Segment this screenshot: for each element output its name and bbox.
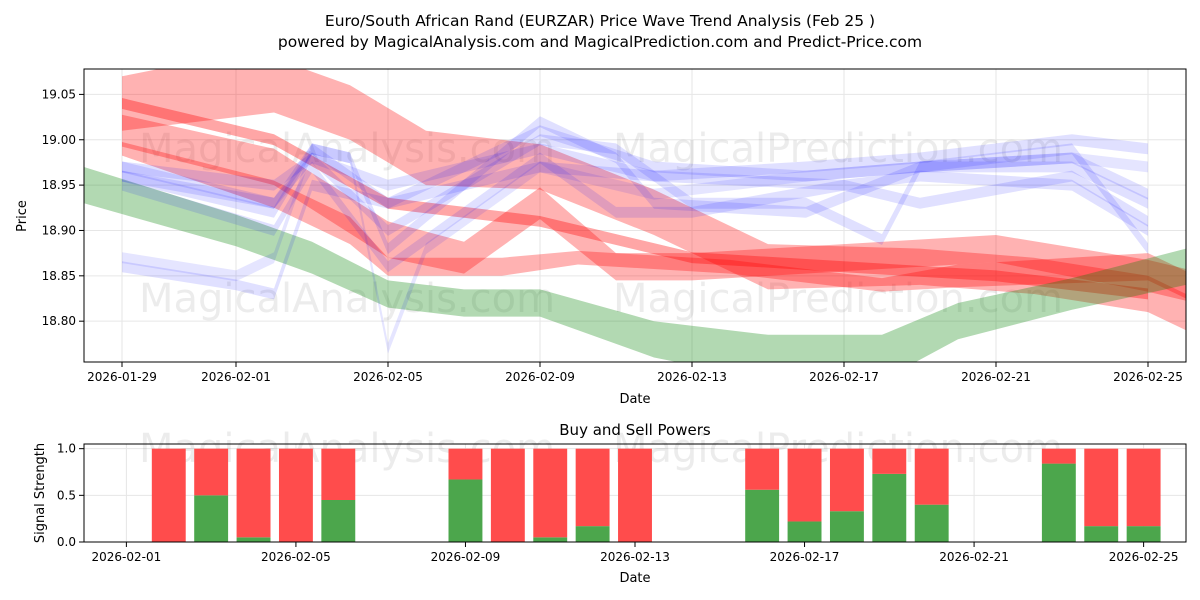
buy-bar: [787, 521, 822, 542]
signal-x-tick-label: 2026-02-01: [92, 550, 162, 564]
price-wave-band-4: [122, 142, 1186, 299]
price-y-tick-label: 18.95: [42, 178, 76, 192]
signal-y-axis-label: Signal Strength: [33, 443, 48, 543]
price-wave-band-3: [122, 69, 1186, 331]
price-y-tick-label: 19.05: [42, 87, 76, 101]
sell-bar: [1041, 448, 1076, 464]
signal-chart-panel: Buy and Sell Powers MagicalAnalysis.com …: [33, 421, 1187, 586]
price-y-tick-label: 18.90: [42, 223, 76, 237]
signal-x-tick-label: 2026-02-05: [261, 550, 331, 564]
price-chart-panel: MagicalAnalysis.com MagicalPrediction.co…: [15, 68, 1187, 407]
sell-bar: [1084, 448, 1119, 527]
price-x-tick-label: 2026-02-21: [961, 370, 1031, 384]
sell-bar: [278, 448, 313, 542]
sell-bar: [1126, 448, 1161, 527]
buy-bar: [194, 495, 229, 542]
watermark-analysis-bottom: MagicalAnalysis.com: [139, 276, 555, 322]
buy-bar: [914, 504, 949, 542]
signal-y-tick-label: 1.0: [57, 442, 76, 456]
price-x-tick-label: 2026-02-13: [657, 370, 727, 384]
sell-bar: [321, 448, 356, 500]
watermark-analysis-top: MagicalAnalysis.com: [139, 126, 555, 172]
signal-y-ticks: 0.0 0.5 1.0: [57, 442, 84, 549]
price-x-tick-label: 2026-02-17: [809, 370, 879, 384]
buy-bar: [236, 537, 271, 542]
sell-bar: [490, 448, 525, 542]
signal-chart-title: Buy and Sell Powers: [559, 421, 711, 439]
price-wave-band-12: [122, 134, 1148, 300]
price-x-axis-label: Date: [619, 392, 650, 407]
sell-bar: [575, 448, 610, 527]
buy-bar: [1126, 526, 1161, 542]
buy-bar: [872, 473, 907, 542]
price-wave-band-8: [122, 116, 1148, 255]
signal-y-tick-label: 0.0: [57, 535, 76, 549]
watermark-prediction-top: MagicalPrediction.com: [613, 126, 1063, 172]
price-wave-series: [84, 69, 1186, 362]
buy-bar: [829, 511, 864, 542]
price-x-tick-label: 2026-02-05: [353, 370, 423, 384]
sell-bar: [914, 448, 949, 505]
price-wave-band-7: [122, 134, 1148, 245]
signal-y-tick-label: 0.5: [57, 488, 76, 502]
price-y-axis-label: Price: [15, 200, 30, 232]
price-wave-band-6: [122, 125, 1148, 209]
signal-bars: [151, 448, 1161, 542]
buy-bar: [575, 526, 610, 542]
signal-x-tick-label: 2026-02-09: [431, 550, 501, 564]
price-y-tick-label: 19.00: [42, 133, 76, 147]
price-x-tick-label: 2026-02-09: [505, 370, 575, 384]
price-plot-area: [84, 69, 1186, 362]
signal-x-tick-label: 2026-02-25: [1109, 550, 1179, 564]
signal-x-tick-label: 2026-02-13: [600, 550, 670, 564]
signal-x-tick-label: 2026-02-21: [939, 550, 1009, 564]
watermark-prediction-bottom: MagicalPrediction.com: [613, 276, 1063, 322]
price-plot-frame: [83, 68, 1187, 363]
sell-bar: [448, 448, 483, 480]
buy-bar: [1084, 526, 1119, 542]
signal-x-axis-label: Date: [619, 571, 650, 586]
buy-bar: [321, 500, 356, 542]
buy-bar: [533, 537, 568, 542]
signal-x-tick-label: 2026-02-17: [770, 550, 840, 564]
price-x-tick-label: 2026-02-01: [201, 370, 271, 384]
price-grid: [84, 69, 1186, 362]
chart-title: Euro/South African Rand (EURZAR) Price W…: [325, 12, 875, 30]
sell-bar: [151, 448, 186, 542]
price-y-tick-label: 18.80: [42, 314, 76, 328]
price-wave-band-2: [122, 98, 1148, 300]
buy-bar: [745, 489, 780, 542]
price-x-tick-label: 2026-02-25: [1113, 370, 1183, 384]
sell-bar: [787, 448, 822, 522]
sell-bar: [829, 448, 864, 512]
sell-bar: [872, 448, 907, 474]
price-x-tick-label: 2026-01-29: [87, 370, 157, 384]
buy-bar: [1041, 463, 1076, 542]
sell-bar: [618, 448, 652, 542]
sell-bar: [745, 448, 780, 490]
buy-bar: [448, 479, 483, 542]
price-wave-band-9: [122, 152, 1148, 273]
price-wave-band-5: [84, 167, 1186, 362]
signal-x-ticks: 2026-02-01 2026-02-05 2026-02-09 2026-02-13…: [92, 542, 1179, 564]
price-y-ticks: 18.80 18.85 18.90 18.95 19.00 19.05: [42, 87, 84, 328]
price-y-tick-label: 18.85: [42, 269, 76, 283]
chart-subtitle: powered by MagicalAnalysis.com and Magic…: [278, 33, 922, 51]
price-wave-band-1: [122, 114, 1186, 301]
price-x-ticks: 2026-01-29 2026-02-01 2026-02-05 2026-02-09…: [87, 362, 1183, 384]
sell-bar: [236, 448, 271, 538]
price-wave-band-11: [122, 143, 1148, 354]
sell-bar: [194, 448, 229, 496]
sell-bar: [533, 448, 568, 538]
